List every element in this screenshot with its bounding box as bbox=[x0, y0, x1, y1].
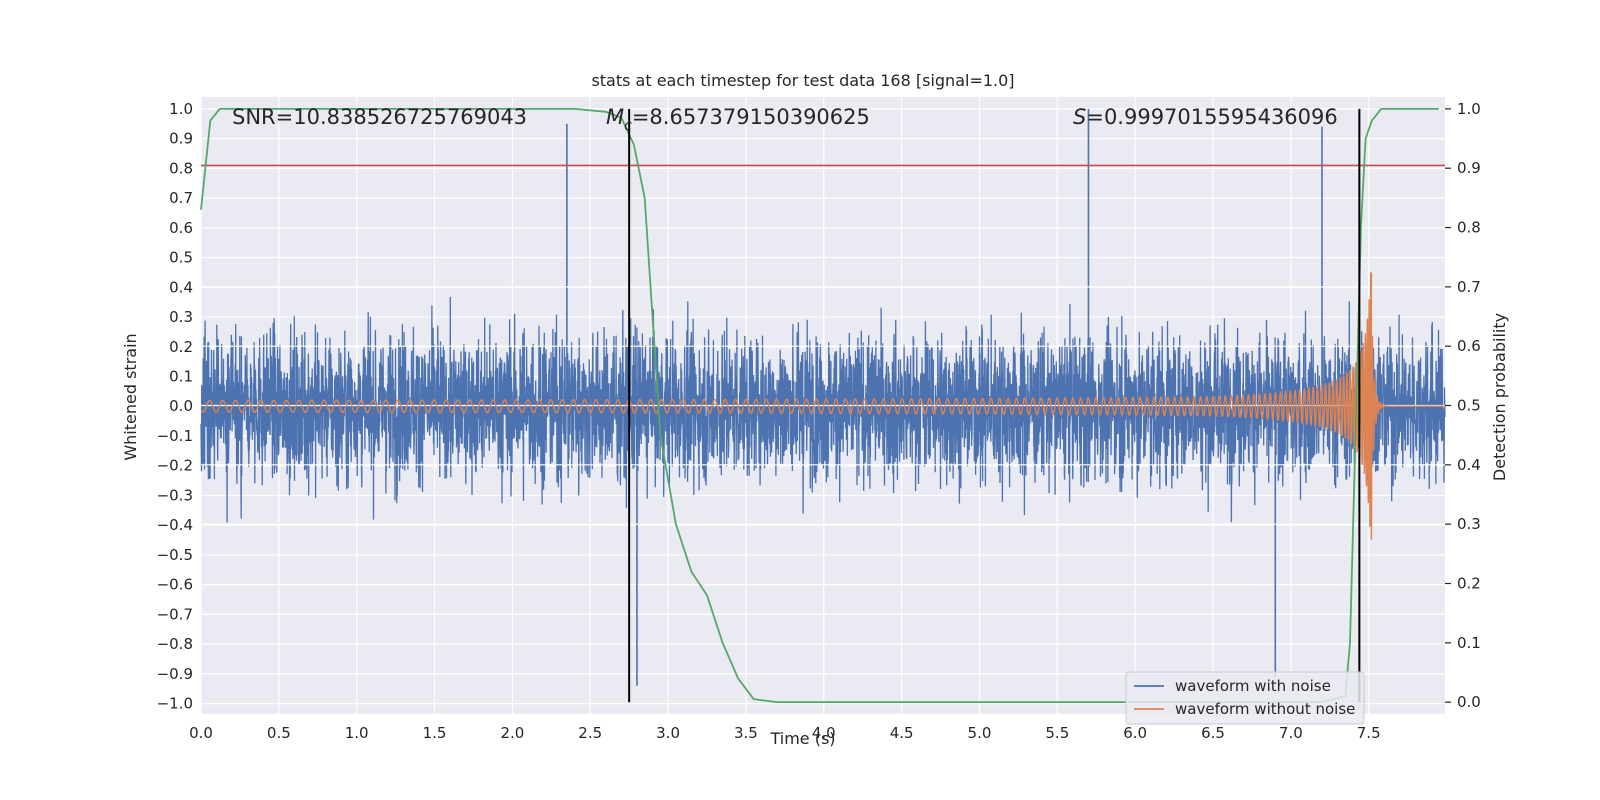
series-waveform-without-noise bbox=[200, 272, 1445, 540]
x-tick-label: 0.5 bbox=[267, 724, 291, 742]
y-right-tick-label: 0.8 bbox=[1457, 219, 1481, 237]
x-tick-label: 0.0 bbox=[189, 724, 213, 742]
x-tick-label: 7.0 bbox=[1279, 724, 1303, 742]
y-right-tick-label: 1.0 bbox=[1457, 100, 1481, 118]
y-tick-label: 0.1 bbox=[169, 368, 193, 386]
x-tick-label: 4.5 bbox=[890, 724, 914, 742]
y-right-tick-label: 0.6 bbox=[1457, 337, 1481, 355]
snr-annotation: SNR=10.838526725769043 bbox=[232, 105, 527, 129]
vertical-markers bbox=[628, 108, 1361, 703]
y-tick-label: 0.9 bbox=[169, 130, 193, 148]
x-tick-label: 7.5 bbox=[1357, 724, 1381, 742]
y-tick-label: −0.7 bbox=[157, 605, 193, 623]
y-right-tick-label: 0.1 bbox=[1457, 634, 1481, 652]
y-tick-label: 0.4 bbox=[169, 278, 193, 296]
y-tick-label: −0.4 bbox=[157, 516, 193, 534]
right-axis-grid bbox=[201, 286, 1445, 525]
x-tick-label: 6.5 bbox=[1201, 724, 1225, 742]
y-tick-label: 0.3 bbox=[169, 308, 193, 326]
chart-title: stats at each timestep for test data 168… bbox=[591, 71, 1014, 90]
y-right-tick-label: 0.7 bbox=[1457, 278, 1481, 296]
series-detection-probability bbox=[200, 108, 1439, 703]
score-symbol: S bbox=[1073, 105, 1086, 129]
y-tick-label: −0.3 bbox=[157, 486, 193, 504]
y-tick-label: −0.2 bbox=[157, 457, 193, 475]
y-right-tick-label: 0.3 bbox=[1457, 515, 1481, 533]
x-tick-label: 6.0 bbox=[1123, 724, 1147, 742]
x-tick-label: 3.0 bbox=[656, 724, 680, 742]
score-annotation: S=0.9997015595436096 bbox=[1073, 105, 1338, 129]
clean-trace bbox=[200, 273, 1445, 540]
y-tick-label: 0.6 bbox=[169, 219, 193, 237]
y-tick-label: 0.0 bbox=[169, 397, 193, 415]
x-tick-label: 1.0 bbox=[345, 724, 369, 742]
y-tick-label: 1.0 bbox=[169, 100, 193, 118]
y-tick-label: −0.1 bbox=[157, 427, 193, 445]
y-tick-label: −0.6 bbox=[157, 576, 193, 594]
y-right-tick-label: 0.9 bbox=[1457, 159, 1481, 177]
y-tick-label: −0.9 bbox=[157, 665, 193, 683]
y-right-tick-label: 0.2 bbox=[1457, 574, 1481, 592]
y-tick-label: −1.0 bbox=[157, 695, 193, 713]
x-axis-label: Time (s) bbox=[769, 729, 835, 748]
y-axis-ticks: −1.0 −0.9 −0.8 −0.7 −0.6 −0.5 −0.4 −0.3 −0.2 −0.1… bbox=[157, 100, 193, 713]
score-value: =0.9997015595436096 bbox=[1086, 105, 1337, 129]
chirp-mass-subscript: c bbox=[624, 118, 632, 134]
y-tick-label: −0.5 bbox=[157, 546, 193, 564]
y-right-axis-label: Detection probability bbox=[1490, 313, 1509, 481]
y-tick-label: 0.2 bbox=[169, 338, 193, 356]
y-right-axis-ticks: 0.0 0.1 0.2 0.3 0.4 0.5 0.6 0.7 0.8 0.9 1.0 bbox=[1445, 100, 1481, 711]
x-axis-ticks: 0.0 0.5 1.0 1.5 2.0 2.5 3.0 3.5 4.0 4.5 5.0 5.5 6.0 6… bbox=[189, 724, 1381, 742]
y-tick-label: 0.7 bbox=[169, 189, 193, 207]
y-axis-label: Whitened strain bbox=[121, 333, 140, 460]
x-tick-label: 2.5 bbox=[578, 724, 602, 742]
y-right-tick-label: 0.5 bbox=[1457, 397, 1481, 415]
y-tick-label: 0.5 bbox=[169, 249, 193, 267]
legend-label-noise: waveform with noise bbox=[1175, 677, 1331, 695]
y-tick-label: −0.8 bbox=[157, 635, 193, 653]
legend-box bbox=[1125, 671, 1365, 725]
x-tick-label: 5.5 bbox=[1045, 724, 1069, 742]
probability-trace bbox=[200, 108, 1439, 703]
legend: waveform with noise waveform without noi… bbox=[1125, 671, 1365, 725]
x-tick-label: 4.0 bbox=[812, 724, 836, 742]
x-tick-label: 2.0 bbox=[500, 724, 524, 742]
chirp-mass-symbol: M bbox=[606, 105, 624, 129]
y-right-tick-label: 0.4 bbox=[1457, 456, 1481, 474]
legend-label-clean: waveform without noise bbox=[1175, 700, 1355, 718]
chirp-mass-annotation: Mc=8.657379150390625 bbox=[606, 105, 870, 134]
y-tick-label: 0.8 bbox=[169, 159, 193, 177]
x-tick-label: 5.0 bbox=[968, 724, 992, 742]
x-tick-label: 1.5 bbox=[423, 724, 447, 742]
chirp-mass-value: =8.657379150390625 bbox=[632, 105, 870, 129]
x-tick-label: 3.5 bbox=[734, 724, 758, 742]
y-right-tick-label: 0.0 bbox=[1457, 693, 1481, 711]
